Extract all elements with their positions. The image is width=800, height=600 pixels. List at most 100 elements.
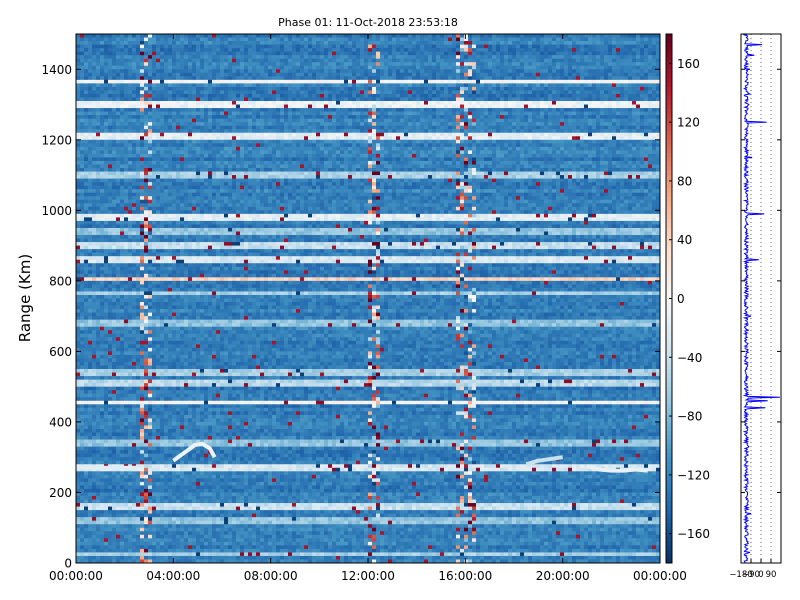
heatmap-cell <box>304 80 308 84</box>
heatmap-cell <box>548 143 552 147</box>
heatmap-cell <box>340 66 344 70</box>
heatmap-cell <box>652 87 656 91</box>
heatmap-cell <box>108 34 112 38</box>
heatmap-cell <box>160 136 164 140</box>
heatmap-cell <box>388 126 392 130</box>
heatmap-cell <box>148 66 152 70</box>
heatmap-cell <box>388 147 392 151</box>
heatmap-cell <box>284 66 288 70</box>
heatmap-cell <box>344 126 348 130</box>
heatmap-cell <box>276 105 280 109</box>
heatmap-cell <box>80 147 84 151</box>
heatmap-cell <box>412 73 416 77</box>
heatmap-cell <box>256 105 260 109</box>
heatmap-cell <box>328 62 332 66</box>
heatmap-cell <box>276 140 280 144</box>
heatmap-cell <box>132 52 136 56</box>
heatmap-cell <box>304 48 308 52</box>
heatmap-cell <box>132 83 136 87</box>
heatmap-cell <box>296 41 300 45</box>
heatmap-cell <box>576 52 580 56</box>
heatmap-cell <box>484 143 488 147</box>
heatmap-cell <box>488 69 492 73</box>
heatmap-cell <box>508 143 512 147</box>
heatmap-cell <box>204 80 208 84</box>
heatmap-cell <box>144 154 148 158</box>
heatmap-cell <box>416 76 420 80</box>
heatmap-cell <box>100 154 104 158</box>
heatmap-cell <box>312 69 316 73</box>
heatmap-cell <box>176 143 180 147</box>
heatmap-cell <box>92 97 96 101</box>
heatmap-cell <box>228 140 232 144</box>
heatmap-cell <box>280 94 284 98</box>
heatmap-cell <box>636 48 640 52</box>
heatmap-cell <box>488 126 492 130</box>
heatmap-cell <box>368 90 372 94</box>
heatmap-cell <box>396 129 400 133</box>
heatmap-cell <box>176 52 180 56</box>
heatmap-cell <box>128 122 132 126</box>
heatmap-cell <box>572 73 576 77</box>
heatmap-cell <box>600 59 604 63</box>
heatmap-cell <box>212 45 216 49</box>
heatmap-cell <box>436 62 440 66</box>
heatmap-cell <box>108 143 112 147</box>
heatmap-cell <box>204 76 208 80</box>
heatmap-cell <box>432 55 436 59</box>
heatmap-cell <box>600 143 604 147</box>
heatmap-cell <box>256 129 260 133</box>
heatmap-cell <box>404 45 408 49</box>
heatmap-cell <box>564 90 568 94</box>
heatmap-cell <box>484 73 488 77</box>
heatmap-cell <box>284 126 288 130</box>
heatmap-cell <box>396 55 400 59</box>
heatmap-cell <box>564 105 568 109</box>
heatmap-cell <box>548 76 552 80</box>
heatmap-cell <box>512 97 516 101</box>
heatmap-cell <box>628 34 632 38</box>
heatmap-cell <box>244 122 248 126</box>
heatmap-cell <box>256 140 260 144</box>
heatmap-cell <box>616 147 620 151</box>
heatmap-cell <box>212 105 216 109</box>
heatmap-cell <box>600 90 604 94</box>
heatmap-cell <box>568 115 572 119</box>
heatmap-cell <box>636 101 640 105</box>
heatmap-cell <box>140 59 144 63</box>
heatmap-cell <box>412 59 416 63</box>
heatmap-cell <box>336 66 340 70</box>
heatmap-cell <box>560 83 564 87</box>
heatmap-cell <box>500 87 504 91</box>
heatmap-cell <box>456 59 460 63</box>
heatmap-cell <box>296 129 300 133</box>
heatmap-cell <box>112 115 116 119</box>
heatmap-cell <box>648 108 652 112</box>
heatmap-cell <box>476 140 480 144</box>
heatmap-cell <box>348 62 352 66</box>
heatmap-cell <box>364 59 368 63</box>
heatmap-cell <box>224 52 228 56</box>
heatmap-cell <box>120 73 124 77</box>
heatmap-cell <box>636 66 640 70</box>
heatmap-cell <box>584 115 588 119</box>
heatmap-cell <box>136 45 140 49</box>
heatmap-cell <box>360 143 364 147</box>
heatmap-cell <box>236 97 240 101</box>
heatmap-cell <box>348 133 352 137</box>
heatmap-cell <box>300 143 304 147</box>
heatmap-cell <box>440 69 444 73</box>
heatmap-cell <box>632 147 636 151</box>
heatmap-cell <box>484 140 488 144</box>
heatmap-cell <box>448 105 452 109</box>
heatmap-cell <box>500 55 504 59</box>
heatmap-cell <box>584 94 588 98</box>
heatmap-cell <box>528 112 532 116</box>
heatmap-cell <box>524 66 528 70</box>
heatmap-cell <box>340 73 344 77</box>
heatmap-cell <box>224 41 228 45</box>
heatmap-cell <box>172 119 176 123</box>
heatmap-cell <box>168 52 172 56</box>
heatmap-cell <box>480 147 484 151</box>
heatmap-cell <box>180 90 184 94</box>
